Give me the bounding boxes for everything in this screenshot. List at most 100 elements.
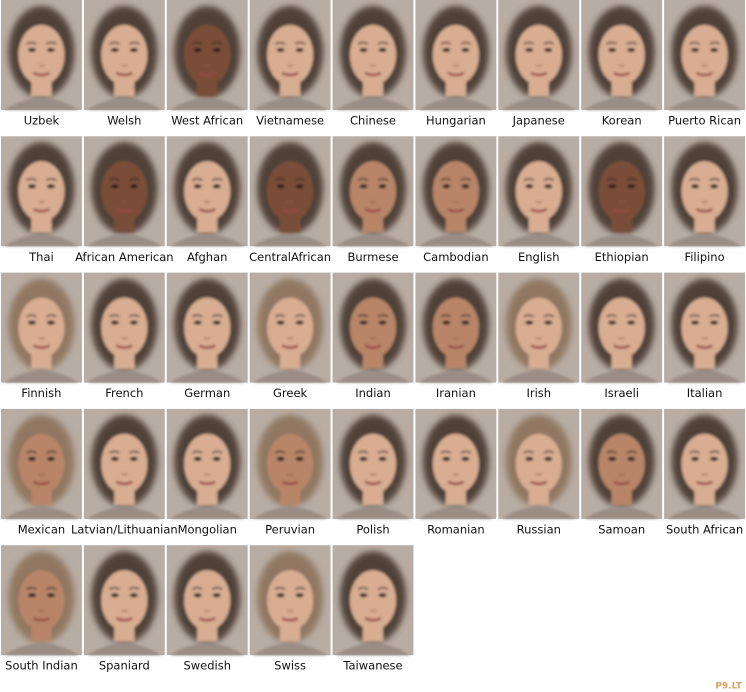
- eyebrow: [211, 178, 223, 181]
- face-portrait: [86, 142, 162, 247]
- nose: [38, 337, 45, 340]
- shoulders: [501, 98, 577, 110]
- face-label: Puerto Rican: [668, 114, 741, 128]
- face-cell: Mongolian: [166, 408, 248, 536]
- shoulders: [252, 234, 328, 247]
- face-portrait: [667, 414, 742, 519]
- eye: [691, 48, 700, 52]
- face-label: Japanese: [512, 114, 565, 128]
- face-portrait: [169, 414, 245, 519]
- eyebrow: [543, 41, 555, 45]
- eye: [193, 593, 202, 598]
- eye: [691, 184, 700, 189]
- nose: [121, 473, 128, 476]
- shoulders: [584, 506, 660, 519]
- face-portrait: [501, 142, 577, 247]
- face-portrait: [4, 142, 79, 247]
- eye: [608, 184, 617, 189]
- face-label: CentralAfrican: [249, 250, 331, 264]
- mouth: [32, 208, 51, 213]
- eye: [608, 320, 617, 325]
- face-cell: Ethiopian: [581, 136, 663, 264]
- mouth: [115, 71, 133, 77]
- mouth: [198, 480, 216, 486]
- eye: [691, 320, 700, 325]
- face-cell: Chinese: [332, 0, 414, 128]
- eye: [378, 593, 387, 598]
- eye: [544, 48, 553, 52]
- nose: [701, 64, 708, 67]
- nose: [369, 200, 377, 203]
- mouth: [447, 344, 465, 349]
- face: [267, 297, 314, 358]
- eyebrow: [191, 586, 203, 590]
- eyebrow: [626, 41, 638, 45]
- nose: [701, 337, 708, 340]
- face-label: Peruvian: [265, 522, 315, 536]
- eyebrow: [294, 178, 306, 181]
- eye: [295, 593, 304, 598]
- nose: [286, 473, 294, 476]
- face-cell: Puerto Rican: [664, 0, 745, 128]
- eye: [359, 184, 368, 189]
- mouth: [115, 208, 133, 213]
- face-cell: Thai: [1, 136, 82, 264]
- eye: [27, 456, 36, 461]
- shoulders: [252, 98, 328, 110]
- mouth: [530, 480, 548, 486]
- face-label: Samoan: [598, 522, 645, 536]
- face-cell: Cambodian: [415, 136, 497, 264]
- face: [598, 161, 645, 222]
- eye: [193, 456, 202, 461]
- eye: [525, 48, 534, 52]
- face-label: Welsh: [107, 114, 141, 128]
- eye: [129, 184, 138, 189]
- face-label: German: [184, 386, 230, 400]
- eye: [627, 456, 636, 461]
- eyebrow: [523, 314, 535, 318]
- face-portrait: [667, 142, 742, 247]
- shoulders: [252, 370, 328, 383]
- face-portrait: [252, 414, 328, 519]
- face-cell: Peruvian: [249, 408, 331, 536]
- face: [681, 433, 728, 494]
- face-cell: Polish: [332, 408, 414, 536]
- eye: [212, 48, 221, 52]
- shoulders: [584, 370, 660, 383]
- mouth: [281, 617, 299, 622]
- shoulders: [335, 506, 411, 519]
- face-label: Latvian/Lithuanian: [71, 522, 178, 536]
- eye: [193, 320, 202, 325]
- face-label: Russian: [517, 522, 561, 536]
- mouth: [447, 71, 465, 77]
- face-portrait: [335, 142, 411, 247]
- mouth: [198, 208, 216, 213]
- face: [598, 433, 645, 494]
- eye: [276, 593, 285, 598]
- eyebrow: [274, 450, 286, 454]
- face-label: Iranian: [436, 386, 476, 400]
- nose: [535, 473, 543, 476]
- face: [681, 297, 728, 358]
- face-portrait: [584, 414, 660, 519]
- shoulders: [418, 370, 494, 383]
- eye: [525, 320, 534, 325]
- face: [184, 570, 231, 631]
- mouth: [281, 344, 299, 349]
- nose: [701, 200, 708, 203]
- face-cell: Filipino: [664, 136, 745, 264]
- shoulders: [86, 370, 162, 383]
- eyebrow: [689, 314, 700, 318]
- face-cell: West African: [166, 0, 248, 128]
- shoulders: [501, 370, 577, 383]
- nose: [203, 200, 211, 203]
- face-portrait: [252, 278, 328, 383]
- eyebrow: [626, 178, 638, 181]
- face-portrait: [584, 142, 660, 247]
- eyebrow: [377, 586, 389, 590]
- eyebrow: [440, 450, 452, 454]
- face: [18, 297, 65, 358]
- face-cell: Iranian: [415, 272, 497, 400]
- eyebrow: [46, 586, 57, 590]
